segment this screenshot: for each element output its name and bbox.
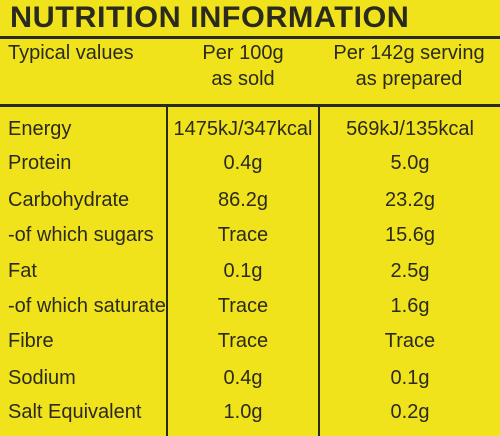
per-serving-value: 5.0g: [390, 152, 430, 174]
per-serving-value: 23.2g: [384, 189, 436, 211]
nutrition-title: NUTRITION INFORMATION: [10, 1, 410, 34]
per-serving-header: Per 142g serving as prepared: [318, 40, 500, 92]
table-row: Carbohydrate 86.2g 23.2g: [0, 183, 500, 218]
column-divider-2: [318, 107, 320, 436]
per-100g-value: 0.1g: [223, 260, 263, 282]
per-100g-value: 0.4g: [223, 367, 263, 389]
per-serving-value: Trace: [384, 330, 436, 352]
table-row: Sodium 0.4g 0.1g: [0, 361, 500, 396]
per-serving-value: 0.1g: [390, 367, 430, 389]
table-row: Salt Equivalent 1.0g 0.2g: [0, 395, 500, 430]
per-serving-value: 15.6g: [384, 224, 436, 246]
per-100g-value: Trace: [217, 295, 269, 317]
nutrient-name: -of which saturates: [8, 295, 168, 317]
nutrient-name: Fibre: [8, 330, 54, 352]
per-100g-value: 86.2g: [217, 189, 269, 211]
per-100g-header-line2: as sold: [211, 68, 275, 90]
per-serving-value: 2.5g: [390, 260, 430, 282]
table-row: -of which sugars Trace 15.6g: [0, 218, 500, 253]
per-100g-header: Per 100g as sold: [168, 40, 318, 92]
per-serving-header-line2: as prepared: [355, 68, 463, 90]
table-row: Fat 0.1g 2.5g: [0, 254, 500, 289]
per-100g-value: Trace: [217, 330, 269, 352]
table-row: Fibre Trace Trace: [0, 324, 500, 359]
header-divider: [0, 104, 500, 107]
per-100g-value: 1.0g: [223, 401, 263, 423]
table-row: Protein 0.4g 5.0g: [0, 146, 500, 181]
nutrient-name: Fat: [8, 260, 37, 282]
per-serving-value: 0.2g: [390, 401, 430, 423]
per-serving-value: 569kJ/135kcal: [346, 118, 474, 140]
nutrient-name: -of which sugars: [8, 224, 154, 246]
table-row: Energy 1475kJ/347kcal 569kJ/135kcal: [0, 112, 500, 147]
per-100g-value: 1475kJ/347kcal: [173, 118, 313, 140]
nutrient-name: Salt Equivalent: [8, 401, 142, 423]
nutrient-name: Protein: [8, 152, 72, 174]
per-serving-header-line1: Per 142g serving: [333, 42, 485, 64]
per-serving-value: 1.6g: [390, 295, 430, 317]
table-row: -of which saturates Trace 1.6g: [0, 289, 500, 324]
column-divider-1: [166, 107, 168, 436]
per-100g-value: Trace: [217, 224, 269, 246]
nutrient-name: Carbohydrate: [8, 189, 130, 211]
per-100g-value: 0.4g: [223, 152, 263, 174]
typical-values-label: Typical values: [8, 42, 134, 64]
per-100g-header-line1: Per 100g: [202, 42, 284, 64]
title-divider: [0, 36, 500, 39]
nutrient-name: Energy: [8, 118, 72, 140]
nutrient-name: Sodium: [8, 367, 76, 389]
